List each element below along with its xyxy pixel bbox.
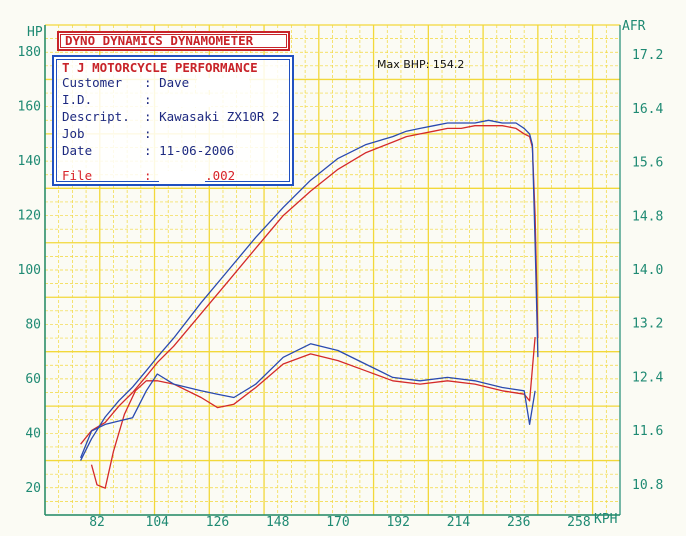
chart-series — [79, 119, 539, 489]
id-redaction — [159, 94, 212, 107]
y-right-tick-label: 12.4 — [632, 370, 663, 385]
file-redaction — [159, 170, 206, 183]
descript-value: Kawasaki ZX10R 2 — [159, 109, 280, 124]
y-left-tick-label: 40 — [25, 426, 41, 441]
y-left-tick-label: 120 — [18, 209, 41, 224]
max-bhp-label: Max BHP: 154.2 — [377, 58, 465, 71]
y-left-tick-label: 80 — [25, 317, 41, 332]
chart-ticks: 82 104 126 148 170 192 214 236 258 20 40 60 80 100 120… — [18, 45, 664, 530]
y-right-tick-label: 17.2 — [632, 48, 663, 63]
date-value: 11-06-2006 — [159, 143, 235, 158]
y-right-tick-label: 16.4 — [632, 102, 663, 117]
date-label: Date — [62, 143, 93, 158]
job-label: Job — [62, 126, 85, 141]
run-info-box: T J MOTORCYCLE PERFORMANCE Customer: Dav… — [52, 55, 294, 186]
chart-axes — [44, 25, 621, 516]
power-line-red — [80, 125, 539, 445]
y-left-tick-label: 160 — [18, 100, 41, 115]
dyno-title: DYNO DYNAMICS DYNAMOMETER — [65, 33, 254, 48]
y-right-tick-label: 14.0 — [632, 263, 663, 278]
id-sep: : — [144, 92, 152, 107]
date-row: Date: 11-06-2006 — [62, 143, 234, 158]
descript-row: Descript.: Kawasaki ZX10R 2 — [62, 109, 279, 124]
power-line-blue — [80, 119, 539, 461]
dyno-title-box: DYNO DYNAMICS DYNAMOMETER — [57, 31, 290, 51]
company-name: T J MOTORCYCLE PERFORMANCE — [62, 60, 258, 75]
y-right-tick-label: 14.8 — [632, 209, 663, 224]
file-row: File: .002 — [62, 168, 235, 183]
y-left-tick-label: 20 — [25, 481, 41, 496]
x-tick-label: 258 — [567, 515, 590, 530]
file-label: File — [62, 168, 93, 183]
afr-line-blue — [79, 343, 536, 459]
y-left-tick-label: 100 — [18, 263, 41, 278]
customer-value: Dave — [159, 75, 190, 90]
x-tick-label: 214 — [447, 515, 471, 530]
customer-label: Customer — [62, 75, 123, 90]
x-tick-label: 82 — [89, 515, 105, 530]
x-tick-label: 170 — [326, 515, 349, 530]
id-row: I.D.: — [62, 92, 212, 107]
x-tick-label: 148 — [266, 515, 289, 530]
right-axis-label: AFR — [622, 19, 646, 34]
y-right-tick-label: 10.8 — [632, 478, 663, 493]
file-value: .002 — [205, 168, 236, 183]
y-left-tick-label: 140 — [18, 154, 41, 169]
date-sep: : — [144, 143, 152, 158]
id-label: I.D. — [62, 92, 93, 107]
job-row: Job: — [62, 126, 152, 141]
customer-sep: : — [144, 75, 152, 90]
x-tick-label: 236 — [507, 515, 530, 530]
job-sep: : — [144, 126, 152, 141]
descript-sep: : — [144, 109, 152, 124]
descript-label: Descript. — [62, 109, 130, 124]
x-tick-label: 126 — [206, 515, 229, 530]
x-tick-label: 104 — [146, 515, 170, 530]
y-right-tick-label: 13.2 — [632, 317, 663, 332]
y-left-tick-label: 180 — [18, 45, 41, 60]
customer-row: Customer: Dave — [62, 75, 249, 90]
afr-line-red — [90, 337, 536, 489]
x-axis-label: KPH — [594, 512, 617, 527]
file-sep: : — [144, 168, 152, 183]
y-left-tick-label: 60 — [25, 372, 41, 387]
left-axis-label: HP — [27, 25, 43, 40]
customer-redaction — [196, 77, 249, 90]
x-tick-label: 192 — [386, 515, 409, 530]
y-right-tick-label: 11.6 — [632, 424, 663, 439]
y-right-tick-label: 15.6 — [632, 156, 663, 171]
